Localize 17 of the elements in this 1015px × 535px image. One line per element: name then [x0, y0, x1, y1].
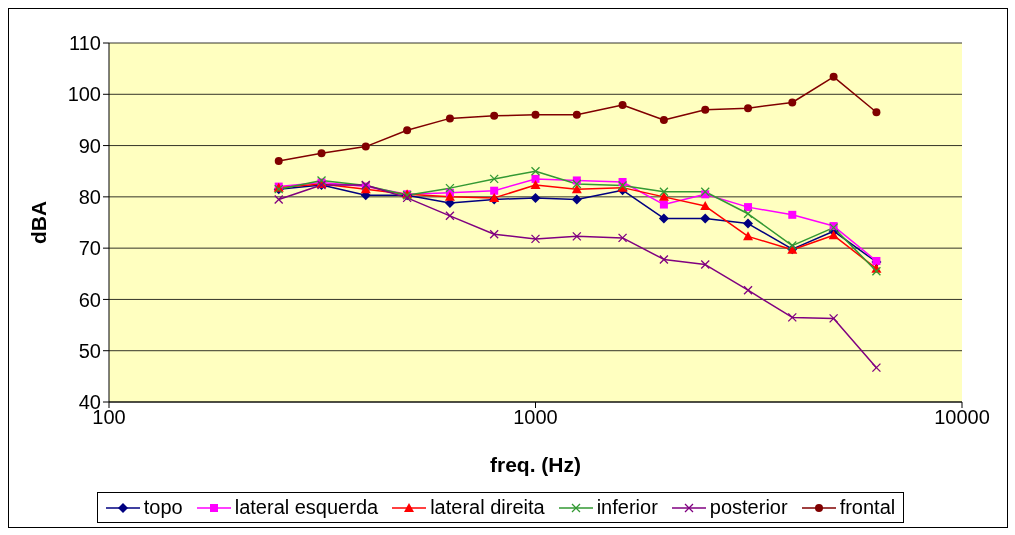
legend-label: inferior — [596, 496, 658, 519]
legend-label: lateral esquerda — [234, 496, 379, 519]
y-tick-label: 100 — [67, 83, 101, 106]
y-tick-label: 50 — [78, 339, 101, 362]
legend-label: posterior — [709, 496, 788, 519]
y-tick-label: 60 — [78, 288, 101, 311]
legend-label: topo — [143, 496, 183, 519]
y-tick-label: 80 — [78, 185, 101, 208]
y-axis-title: dBA — [27, 200, 51, 245]
y-tick-label: 110 — [69, 32, 101, 55]
y-tick-label: 90 — [78, 134, 101, 157]
x-tick-label: 1000 — [513, 406, 558, 429]
x-axis-title: freq. (Hz) — [490, 453, 581, 476]
legend-label: lateral direita — [430, 496, 545, 519]
x-tick-label: 10000 — [934, 406, 990, 429]
legend-label: frontal — [839, 496, 896, 519]
y-tick-label: 70 — [78, 237, 101, 260]
